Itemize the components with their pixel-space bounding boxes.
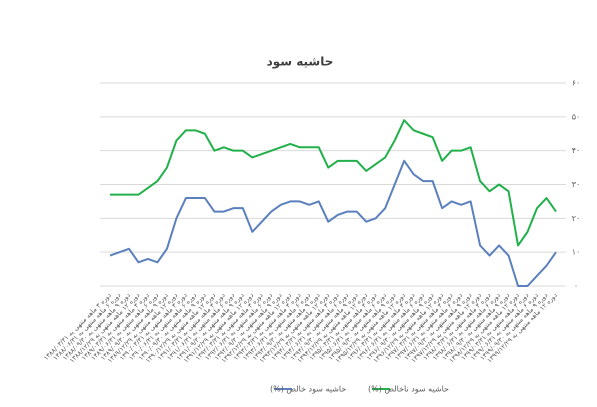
y-tick-label: ۰	[574, 282, 578, 291]
y-tick-label: ۱۰	[572, 248, 581, 257]
line	[109, 159, 557, 287]
y-tick-label: ۴۰	[572, 146, 581, 155]
legend-label: حاشیه سود خالص (%)	[270, 385, 346, 394]
legend-label: حاشیه سود ناخالص (%)	[368, 385, 449, 394]
y-tick-label: ۲۰	[572, 214, 581, 223]
y-tick-label: ۵۰	[572, 112, 581, 121]
y-tick-label: ۳۰	[572, 180, 581, 189]
chart-title: حاشیه سود	[267, 55, 334, 70]
line	[110, 119, 557, 247]
y-tick-label: ۶۰	[572, 79, 581, 88]
